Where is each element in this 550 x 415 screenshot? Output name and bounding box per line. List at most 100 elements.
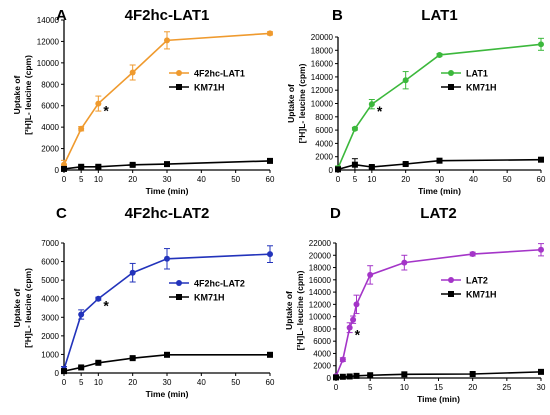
y-axis-label-line2: [³H]L- leucine (cpm) — [23, 268, 33, 348]
significance-asterisk: * — [103, 298, 109, 314]
y-tick-label: 4000 — [41, 123, 59, 132]
y-tick-label: 18000 — [311, 46, 334, 55]
y-axis-label-line1: Uptake of — [12, 288, 22, 327]
legend-entry: 4F2hc-LAT1 — [169, 69, 245, 79]
y-tick-label: 8000 — [313, 325, 331, 334]
data-point — [538, 368, 544, 375]
data-point — [95, 163, 102, 170]
significance-asterisk: * — [377, 103, 383, 119]
y-tick-label: 14000 — [311, 73, 334, 82]
data-point — [129, 69, 136, 76]
y-tick-label: 7000 — [41, 239, 59, 248]
y-tick-label: 0 — [327, 374, 332, 383]
data-point — [129, 355, 136, 362]
x-tick-label: 30 — [435, 175, 444, 184]
data-point — [367, 271, 374, 278]
y-tick-label: 0 — [329, 166, 334, 175]
y-tick-label: 8000 — [315, 113, 333, 122]
legend-label: 4F2hc-LAT2 — [194, 279, 245, 289]
x-tick-label: 0 — [336, 175, 341, 184]
panel-d: D LAT2 0 2000 4000 6000 8000 10000 12000 14000 160… — [284, 205, 546, 404]
data-point — [164, 37, 170, 44]
legend-entry: LAT2 — [441, 276, 488, 286]
data-point — [469, 371, 476, 378]
x-tick-label: 10 — [94, 378, 103, 387]
data-point — [335, 166, 341, 173]
x-tick-label: 5 — [368, 383, 373, 392]
x-tick-label: 50 — [231, 175, 240, 184]
data-point — [267, 157, 273, 164]
data-point — [367, 372, 374, 379]
x-tick-label: 0 — [62, 378, 67, 387]
x-tick-label: 0 — [334, 383, 339, 392]
y-tick-label: 10000 — [37, 59, 60, 68]
x-tick-label: 5 — [79, 175, 84, 184]
legend-label: KM71H — [194, 293, 225, 303]
y-tick-label: 3000 — [41, 313, 59, 322]
y-tick-label: 2000 — [313, 362, 331, 371]
x-axis-label: Time (min) — [146, 389, 189, 399]
panel-letter: B — [332, 7, 343, 24]
x-tick-label: 40 — [469, 175, 478, 184]
y-axis-label-line1: Uptake of — [12, 75, 22, 114]
legend-marker — [448, 277, 454, 283]
y-tick-label: 12000 — [311, 86, 334, 95]
series-line — [337, 43, 542, 169]
data-point — [78, 163, 85, 170]
y-tick-label: 14000 — [309, 288, 332, 297]
data-point — [61, 165, 67, 172]
panel-letter: C — [56, 205, 67, 222]
y-tick-label: 20000 — [311, 33, 334, 42]
data-point — [538, 246, 544, 253]
data-point — [538, 156, 544, 163]
y-tick-label: 6000 — [313, 337, 331, 346]
data-point — [95, 359, 102, 366]
y-tick-label: 12000 — [309, 300, 332, 309]
y-tick-label: 16000 — [311, 60, 334, 69]
y-tick-label: 6000 — [41, 258, 59, 267]
series-line — [63, 32, 271, 165]
data-point — [351, 125, 358, 132]
data-point — [78, 311, 85, 318]
legend-label: KM71H — [466, 290, 497, 300]
panel-c: C 4F2hc-LAT2 0 1000 2000 3000 4000 5000 6000 7000… — [12, 205, 275, 399]
legend-marker — [448, 70, 454, 76]
legend-marker — [448, 291, 454, 297]
panel-title: 4F2hc-LAT2 — [125, 205, 210, 222]
legend-entry: LAT1 — [441, 69, 488, 79]
y-tick-label: 4000 — [315, 139, 333, 148]
series-line — [335, 248, 542, 377]
data-point — [346, 324, 353, 331]
x-tick-label: 20 — [468, 383, 477, 392]
x-axis-label: Time (min) — [417, 394, 460, 404]
panel-letter: D — [330, 205, 341, 222]
legend-label: KM71H — [194, 83, 225, 93]
y-axis-label-line1: Uptake of — [284, 291, 294, 330]
data-point — [353, 301, 360, 308]
data-point — [469, 251, 476, 258]
y-axis-label-line2: [³H]L- leucine (cpm) — [295, 270, 305, 350]
y-tick-label: 2000 — [315, 153, 333, 162]
y-axis-label-line2: [³H]L- leucine (cpm) — [23, 55, 33, 135]
series-line — [335, 371, 542, 379]
panel-b: B LAT1 0 2000 4000 6000 8000 10000 12000 14000 160… — [286, 7, 546, 196]
data-point — [350, 316, 357, 323]
data-point — [129, 161, 136, 168]
x-tick-label: 10 — [94, 175, 103, 184]
x-tick-label: 30 — [163, 378, 172, 387]
x-tick-label: 30 — [163, 175, 172, 184]
y-tick-label: 18000 — [309, 264, 332, 273]
x-tick-label: 25 — [502, 383, 511, 392]
y-tick-label: 4000 — [41, 295, 59, 304]
data-point — [368, 101, 375, 108]
x-tick-label: 5 — [79, 378, 84, 387]
series-4f2hc-lat1 — [61, 30, 273, 170]
data-point — [129, 269, 136, 276]
y-tick-label: 0 — [55, 166, 60, 175]
data-point — [538, 41, 544, 48]
y-tick-label: 20000 — [309, 251, 332, 260]
significance-asterisk: * — [355, 327, 361, 343]
x-tick-label: 60 — [537, 175, 546, 184]
x-tick-label: 10 — [400, 383, 409, 392]
x-tick-label: 50 — [231, 378, 240, 387]
